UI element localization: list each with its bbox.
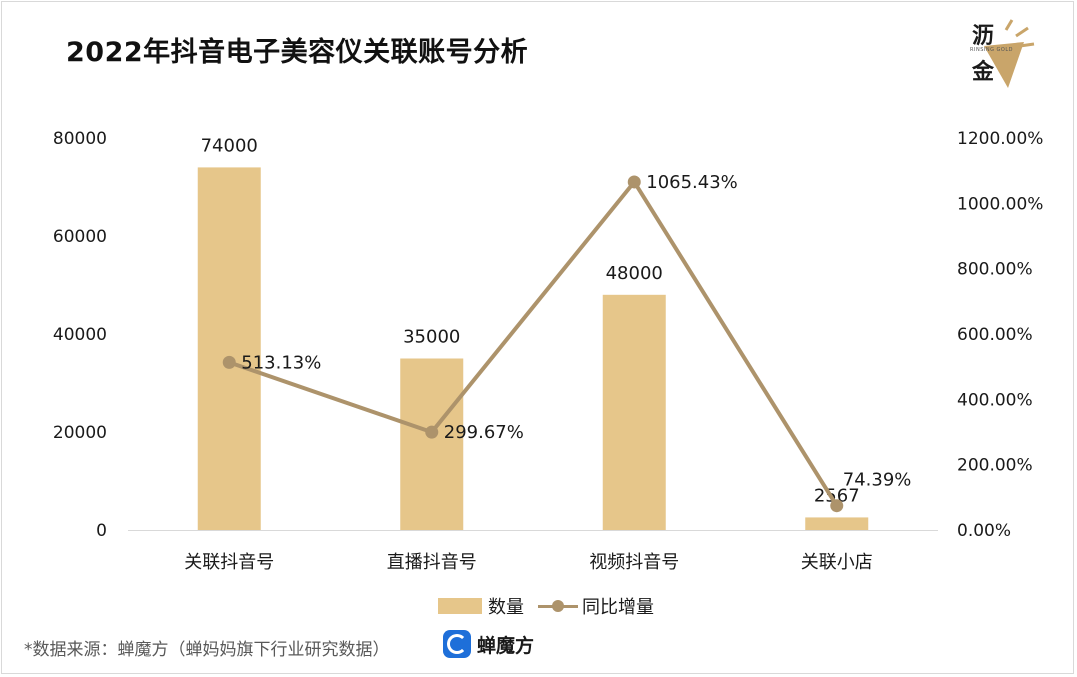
y-right-tick-label: 600.00% (957, 325, 1033, 345)
brand-name: 蝉魔方 (477, 634, 535, 657)
line-value-label: 74.39% (843, 470, 912, 491)
brand: 蝉魔方 (443, 630, 534, 658)
y-left-tick-label: 80000 (53, 129, 107, 149)
legend-bar-label: 数量 (488, 597, 524, 618)
legend-bar-swatch (438, 598, 482, 614)
y-right-tick-label: 1200.00% (957, 129, 1043, 149)
bar (805, 517, 869, 530)
bar (400, 358, 464, 530)
bar (602, 294, 666, 530)
line-series-yoy (228, 179, 839, 507)
y-left-tick-label: 60000 (53, 227, 107, 247)
bar-value-label: 48000 (606, 263, 663, 284)
chanmofang-logo-icon (443, 630, 471, 658)
x-category-label: 视频抖音号 (589, 552, 679, 573)
y-right-tick-label: 200.00% (957, 456, 1033, 476)
y-right-tick-label: 0.00% (957, 521, 1011, 541)
legend: 数量 同比增量 (438, 594, 654, 618)
bar-value-label: 35000 (403, 327, 460, 348)
line-point (222, 355, 236, 369)
chart-title: 2022年抖音电子美容仪关联账号分析 (66, 37, 529, 68)
data-source-note: *数据来源：蝉魔方（蝉妈妈旗下行业研究数据） (24, 640, 390, 660)
logo-char-top: 沥 (972, 24, 995, 49)
legend-line-label: 同比增量 (582, 597, 654, 618)
rinsing-gold-logo: 沥 RINSING GOLD 金 (962, 16, 1042, 92)
x-category-label: 关联抖音号 (184, 552, 274, 573)
logo-mark-icon (984, 19, 1035, 88)
legend-line-marker-icon (538, 598, 578, 614)
line-value-label: 513.13% (241, 352, 321, 373)
line-point (425, 425, 439, 439)
logo-en-text: RINSING GOLD (970, 47, 1013, 53)
line-point (627, 175, 641, 189)
line-value-label: 1065.43% (646, 172, 738, 193)
line-point (830, 499, 844, 513)
bar-value-label: 74000 (201, 135, 258, 156)
line-value-label: 299.67% (444, 422, 524, 443)
y-left-tick-label: 20000 (53, 423, 107, 443)
y-right-tick-label: 800.00% (957, 260, 1033, 280)
y-right-tick-label: 400.00% (957, 390, 1033, 410)
x-category-label: 关联小店 (801, 552, 873, 573)
x-category-label: 直播抖音号 (387, 552, 477, 573)
bar (197, 167, 261, 530)
logo-char-bottom: 金 (972, 60, 995, 85)
y-left-tick-label: 0 (96, 521, 107, 541)
y-left-tick-label: 40000 (53, 325, 107, 345)
y-right-tick-label: 1000.00% (957, 194, 1043, 214)
